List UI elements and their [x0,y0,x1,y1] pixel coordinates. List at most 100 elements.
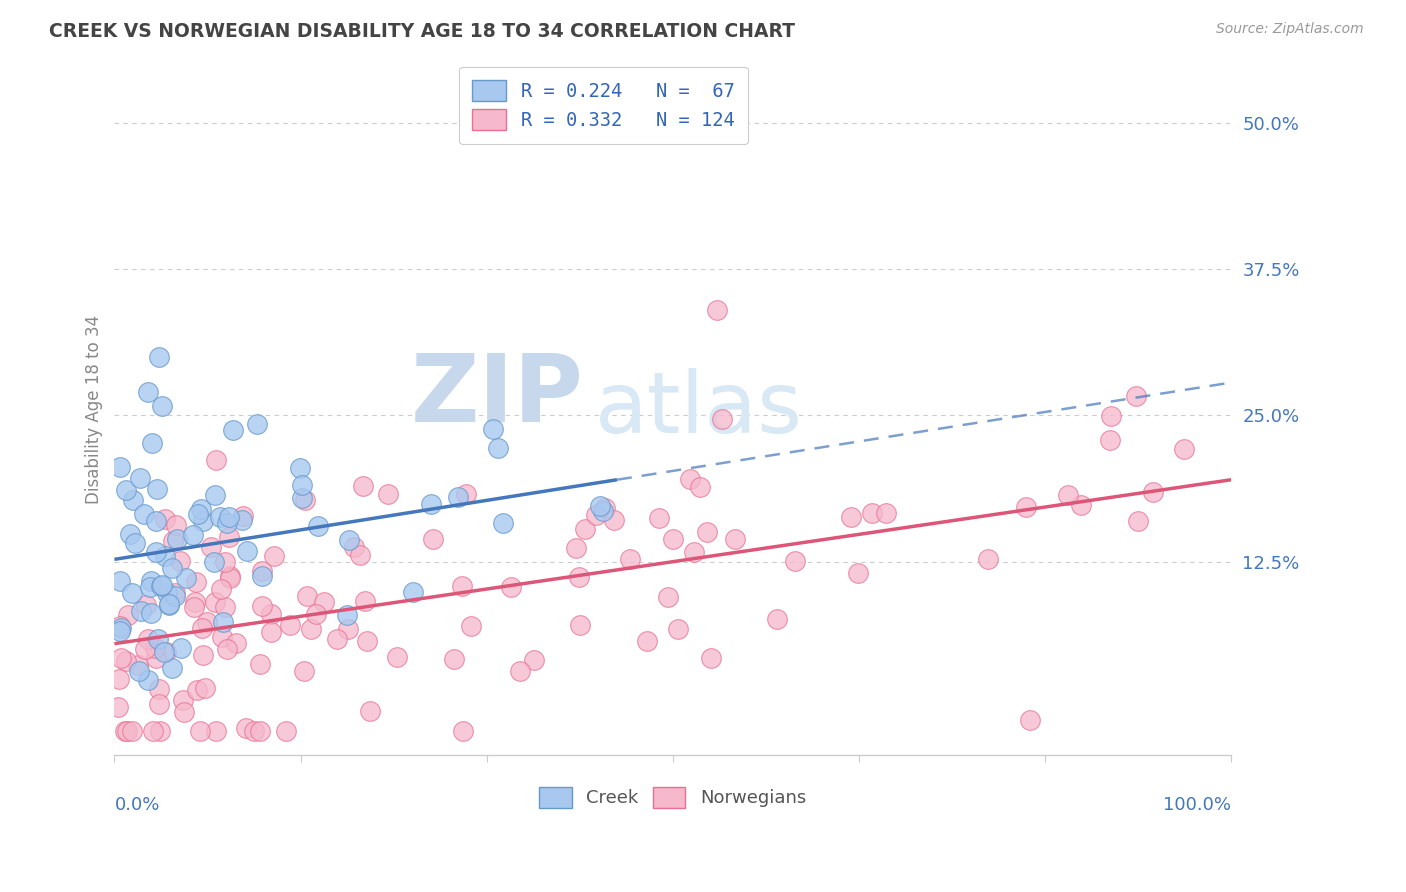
Point [260,625,283,640]
Point [482,422,505,436]
Point [1173,442,1195,457]
Point [288,461,311,475]
Point [114,724,136,739]
Point [312,595,335,609]
Point [107,699,129,714]
Point [121,724,143,739]
Point [121,586,143,600]
Point [696,525,718,540]
Point [294,493,316,508]
Point [165,518,187,533]
Point [128,471,150,485]
Point [162,533,184,548]
Point [679,472,702,486]
Point [291,491,314,506]
Point [278,618,301,632]
Point [523,653,546,667]
Point [145,650,167,665]
Point [292,665,315,679]
Point [356,634,378,648]
Point [492,516,515,530]
Point [204,724,226,739]
Point [209,510,232,524]
Point [443,652,465,666]
Point [349,548,371,562]
Point [299,622,322,636]
Point [115,654,138,668]
Point [187,507,209,521]
Point [108,672,131,686]
Text: CREEK VS NORWEGIAN DISABILITY AGE 18 TO 34 CORRELATION CHART: CREEK VS NORWEGIAN DISABILITY AGE 18 TO … [49,22,796,41]
Point [450,578,472,592]
Point [152,645,174,659]
Point [291,477,314,491]
Point [190,502,212,516]
Point [1057,487,1080,501]
Legend: Creek, Norwegians: Creek, Norwegians [531,780,814,815]
Point [204,487,226,501]
Point [114,483,136,497]
Point [218,569,240,583]
Point [142,724,165,739]
Point [212,615,235,630]
Point [509,664,531,678]
Point [343,540,366,554]
Point [666,623,689,637]
Point [246,417,269,432]
Point [155,644,177,658]
Point [486,442,509,456]
Point [150,579,173,593]
Point [139,580,162,594]
Point [146,632,169,646]
Point [354,594,377,608]
Point [149,724,172,739]
Point [218,510,240,524]
Text: Source: ZipAtlas.com: Source: ZipAtlas.com [1216,22,1364,37]
Point [162,661,184,675]
Point [139,607,162,621]
Point [422,532,444,546]
Point [162,561,184,575]
Point [225,636,247,650]
Point [139,574,162,589]
Point [336,608,359,623]
Point [839,510,862,524]
Point [184,594,207,608]
Point [377,486,399,500]
Point [1098,433,1121,447]
Point [200,540,222,554]
Point [325,632,347,646]
Point [148,697,170,711]
Point [108,459,131,474]
Point [218,530,240,544]
Point [276,724,298,739]
Point [152,578,174,592]
Point [204,595,226,609]
Point [661,532,683,546]
Point [128,664,150,678]
Point [337,533,360,547]
Point [157,599,180,613]
Point [307,518,329,533]
Point [134,642,156,657]
Point [250,568,273,582]
Point [211,630,233,644]
Point [619,552,641,566]
Point [236,544,259,558]
Point [860,506,883,520]
Point [188,724,211,739]
Point [565,541,588,556]
Point [976,551,998,566]
Point [186,682,208,697]
Point [153,511,176,525]
Point [1125,389,1147,403]
Point [724,532,747,546]
Point [402,584,425,599]
Point [165,586,187,600]
Point [110,621,132,635]
Point [460,619,482,633]
Point [148,682,170,697]
Point [592,504,614,518]
Point [145,641,167,656]
Point [875,506,897,520]
